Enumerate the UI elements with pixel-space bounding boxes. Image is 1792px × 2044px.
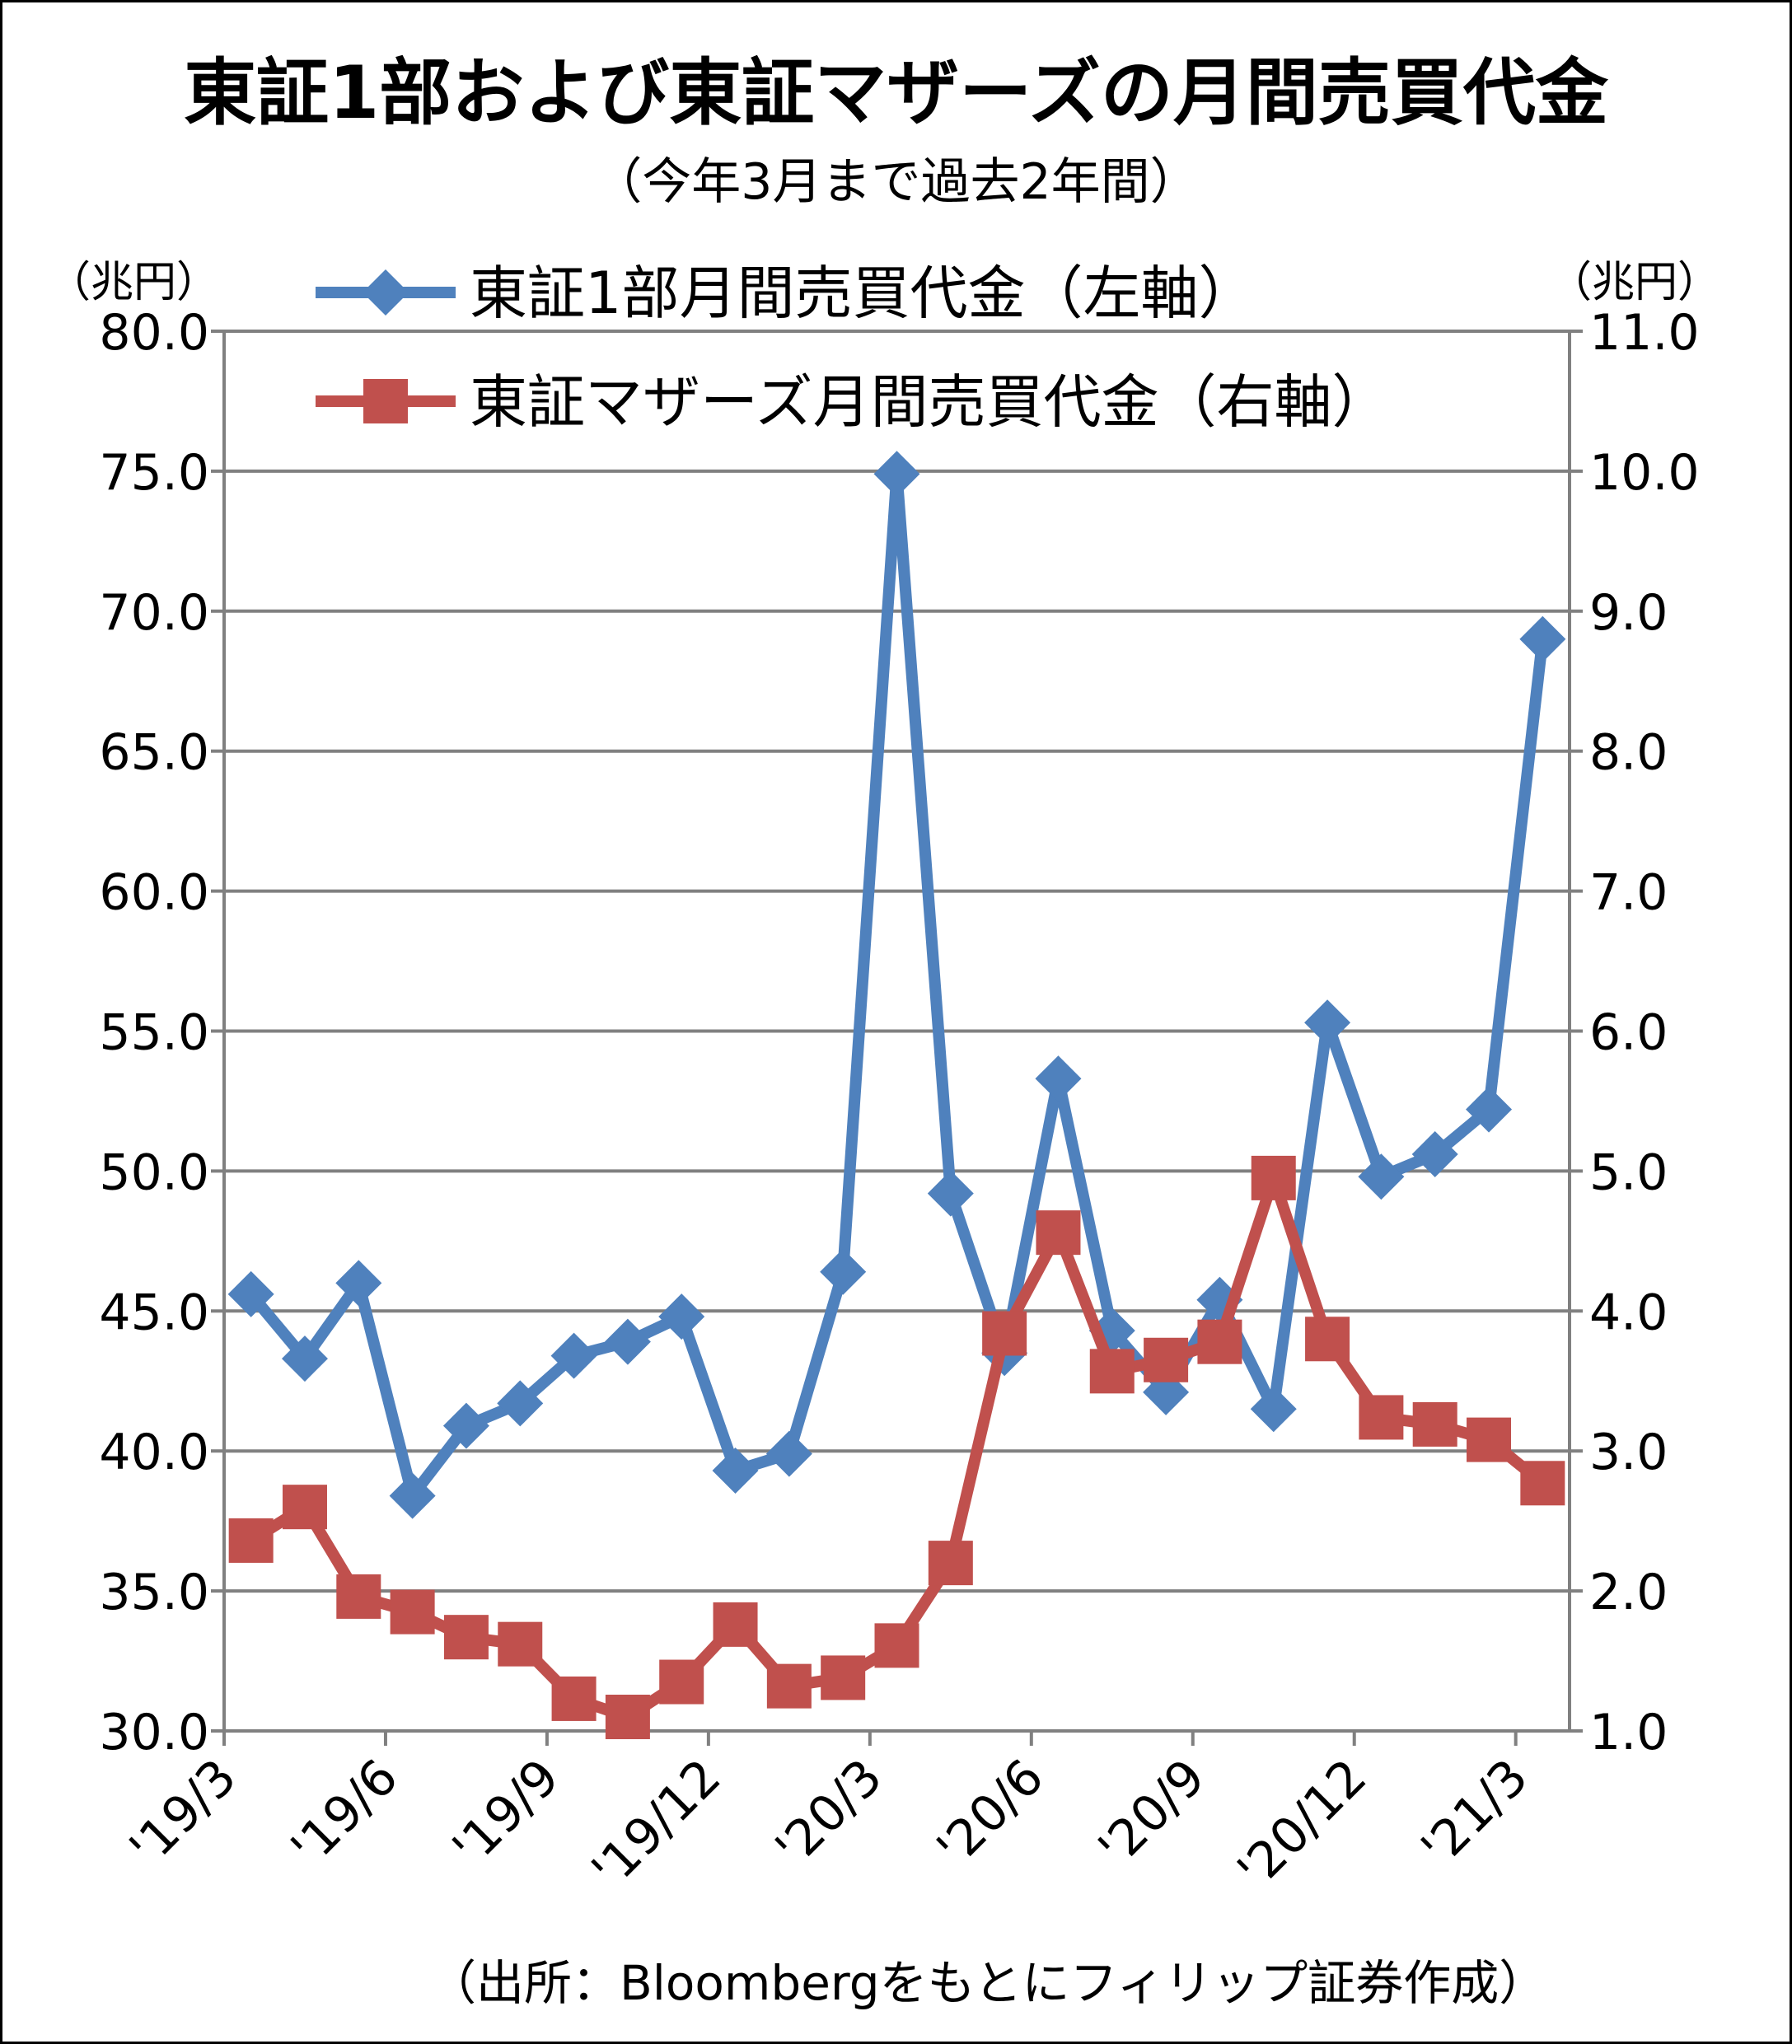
left-axis-tick-label: 75.0	[99, 444, 209, 502]
data-point-square	[1412, 1401, 1457, 1447]
data-point-square	[1197, 1319, 1242, 1364]
data-point-square	[605, 1695, 650, 1740]
data-point-square	[336, 1574, 381, 1619]
data-point-square	[1089, 1349, 1135, 1394]
right-axis-tick-label: 2.0	[1589, 1564, 1668, 1621]
data-point-square	[1467, 1417, 1512, 1462]
left-axis-tick-label: 30.0	[99, 1704, 209, 1761]
data-point-diamond	[765, 1430, 812, 1477]
left-axis-ticks: 30.0 35.0 40.0 45.0 50.0 55.0 60.0 65.0 70.0 75.0…	[99, 304, 209, 1761]
data-point-diamond	[1250, 1386, 1297, 1433]
x-axis-tick-label: '19/3	[119, 1748, 247, 1877]
data-point-diamond	[927, 1170, 974, 1217]
data-point-diamond	[281, 1335, 328, 1382]
data-point-diamond	[497, 1380, 544, 1427]
data-point-diamond	[1358, 1153, 1405, 1200]
left-axis-unit: （兆円）	[48, 258, 220, 307]
x-axis-tick-label: '19/12	[581, 1748, 732, 1899]
data-point-square	[713, 1602, 758, 1647]
source-note: （出所：Bloombergをもとにフィリップ証券作成）	[428, 1955, 1547, 2011]
x-axis-tick-label: '20/3	[765, 1748, 893, 1877]
data-point-square	[551, 1676, 597, 1721]
right-axis-ticks: 1.0 2.0 3.0 4.0 5.0 6.0 7.0 8.0 9.0 10.0 11.0	[1589, 304, 1700, 1761]
data-point-square	[282, 1485, 327, 1530]
data-point-diamond	[712, 1447, 759, 1494]
data-point-diamond	[550, 1332, 597, 1379]
axes	[211, 330, 1583, 1746]
data-point-square	[390, 1589, 435, 1635]
data-point-diamond	[1411, 1131, 1458, 1178]
data-point-square	[498, 1621, 543, 1667]
left-axis-tick-label: 80.0	[99, 304, 209, 362]
x-axis-tick-label: '19/9	[442, 1748, 570, 1877]
right-axis-tick-label: 6.0	[1589, 1004, 1668, 1062]
data-point-diamond	[1519, 615, 1566, 662]
chart-title: 東証1部および東証マザーズの月間売買代金	[184, 50, 1608, 135]
x-axis-ticks: '19/3 '19/6 '19/9'19/12 '20/3 '20/6 '20/9'20/…	[119, 1748, 1539, 1899]
left-axis-tick-label: 55.0	[99, 1004, 209, 1062]
data-point-square	[1359, 1395, 1404, 1440]
data-point-diamond	[658, 1293, 705, 1340]
series-group	[227, 451, 1566, 1740]
right-axis-tick-label: 9.0	[1589, 584, 1668, 642]
x-axis-tick-label: '20/6	[926, 1748, 1055, 1877]
data-point-diamond	[442, 1402, 489, 1449]
data-point-diamond	[335, 1260, 382, 1307]
legend-marker-diamond	[363, 269, 409, 316]
left-axis-tick-label: 60.0	[99, 864, 209, 922]
right-axis-tick-label: 4.0	[1589, 1284, 1668, 1341]
right-axis-tick-label: 11.0	[1589, 304, 1700, 362]
right-axis-tick-label: 10.0	[1589, 444, 1700, 502]
legend: 東証1部月間売買代金（左軸） 東証マザーズ月間売買代金（右軸）	[316, 260, 1390, 436]
data-point-square	[1251, 1155, 1296, 1200]
data-point-square	[874, 1623, 919, 1668]
data-point-diamond	[389, 1472, 436, 1519]
left-axis-tick-label: 45.0	[99, 1284, 209, 1341]
left-axis-tick-label: 65.0	[99, 724, 209, 782]
data-point-diamond	[873, 451, 920, 498]
data-point-square	[928, 1541, 973, 1586]
data-point-diamond	[1466, 1086, 1513, 1133]
data-point-square	[982, 1311, 1027, 1356]
data-point-square	[1520, 1461, 1565, 1506]
x-axis-tick-label: '20/9	[1088, 1748, 1216, 1877]
right-axis-tick-label: 1.0	[1589, 1704, 1668, 1761]
right-axis-tick-label: 8.0	[1589, 724, 1668, 782]
left-axis-tick-label: 70.0	[99, 584, 209, 642]
data-point-square	[443, 1615, 489, 1660]
chart-subtitle: （今年3月まで過去2年間）	[592, 153, 1200, 211]
left-axis-tick-label: 50.0	[99, 1144, 209, 1201]
right-axis-unit: （兆円）	[1549, 258, 1721, 307]
data-point-diamond	[1304, 999, 1351, 1046]
data-point-square	[1305, 1317, 1350, 1362]
legend-label: 東証1部月間売買代金（左軸）	[470, 260, 1256, 327]
x-axis-tick-label: '21/3	[1411, 1748, 1539, 1877]
data-point-square	[766, 1663, 812, 1709]
data-point-diamond	[1035, 1055, 1082, 1102]
data-point-diamond	[820, 1248, 867, 1295]
data-point-square	[659, 1659, 704, 1705]
left-axis-tick-label: 40.0	[99, 1424, 209, 1481]
data-point-square	[228, 1518, 274, 1563]
data-point-square	[1036, 1210, 1081, 1256]
right-axis-tick-label: 5.0	[1589, 1144, 1668, 1201]
right-axis-tick-label: 7.0	[1589, 864, 1668, 922]
data-point-square	[1144, 1337, 1189, 1382]
x-axis-tick-label: '19/6	[280, 1748, 409, 1877]
x-axis-tick-label: '20/12	[1227, 1748, 1378, 1899]
left-axis-tick-label: 35.0	[99, 1564, 209, 1621]
legend-label: 東証マザーズ月間売買代金（右軸）	[470, 368, 1390, 436]
right-axis-tick-label: 3.0	[1589, 1424, 1668, 1481]
data-point-diamond	[227, 1270, 274, 1317]
legend-marker-square	[363, 379, 408, 423]
data-point-square	[821, 1655, 866, 1700]
gridlines	[224, 330, 1570, 1593]
data-point-diamond	[604, 1318, 651, 1365]
